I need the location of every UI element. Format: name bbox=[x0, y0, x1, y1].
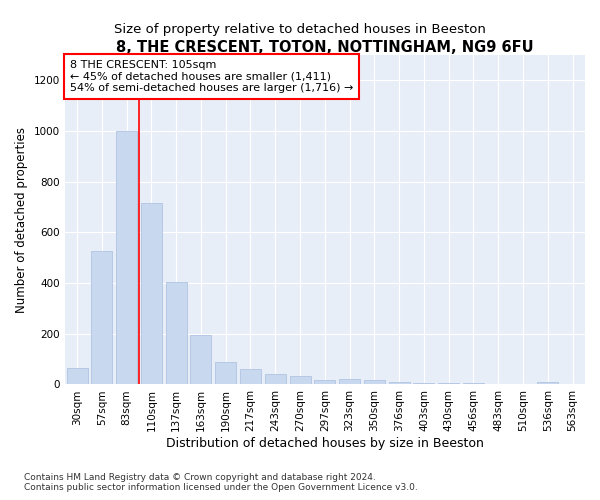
Bar bbox=[438, 383, 459, 384]
Bar bbox=[413, 383, 434, 384]
Text: Size of property relative to detached houses in Beeston: Size of property relative to detached ho… bbox=[114, 22, 486, 36]
Bar bbox=[314, 380, 335, 384]
Bar bbox=[141, 204, 162, 384]
Bar bbox=[240, 370, 261, 384]
Y-axis label: Number of detached properties: Number of detached properties bbox=[15, 126, 28, 312]
Bar bbox=[67, 368, 88, 384]
Bar bbox=[116, 131, 137, 384]
Bar bbox=[166, 282, 187, 384]
Bar bbox=[463, 383, 484, 384]
Bar bbox=[339, 380, 360, 384]
Bar bbox=[364, 380, 385, 384]
Bar bbox=[91, 252, 112, 384]
Bar bbox=[290, 376, 311, 384]
Text: 8 THE CRESCENT: 105sqm
← 45% of detached houses are smaller (1,411)
54% of semi-: 8 THE CRESCENT: 105sqm ← 45% of detached… bbox=[70, 60, 353, 93]
Bar bbox=[389, 382, 410, 384]
Bar bbox=[265, 374, 286, 384]
Title: 8, THE CRESCENT, TOTON, NOTTINGHAM, NG9 6FU: 8, THE CRESCENT, TOTON, NOTTINGHAM, NG9 … bbox=[116, 40, 533, 55]
X-axis label: Distribution of detached houses by size in Beeston: Distribution of detached houses by size … bbox=[166, 437, 484, 450]
Bar bbox=[538, 382, 559, 384]
Bar bbox=[215, 362, 236, 384]
Text: Contains HM Land Registry data © Crown copyright and database right 2024.
Contai: Contains HM Land Registry data © Crown c… bbox=[24, 473, 418, 492]
Bar bbox=[190, 334, 211, 384]
